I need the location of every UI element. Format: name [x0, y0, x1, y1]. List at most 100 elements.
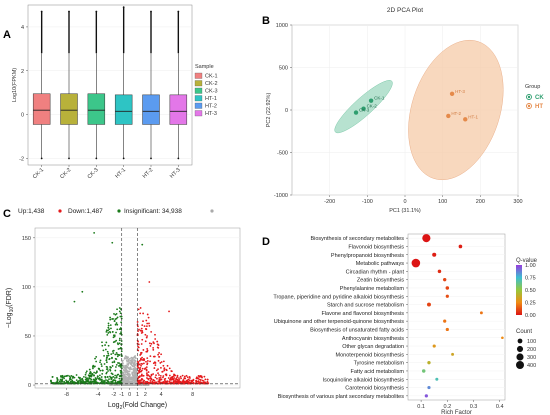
x-tick-label: CK-3 [87, 167, 100, 180]
point-down [107, 352, 110, 355]
legend-label: HT-1 [205, 96, 217, 102]
pathway-point [437, 269, 442, 274]
point-insignificant [132, 369, 135, 372]
point-up [149, 381, 152, 384]
point-insignificant [126, 378, 128, 381]
point-up [142, 362, 145, 365]
point-up [185, 381, 188, 383]
pca-point-label: CK-3 [359, 108, 370, 113]
point-down [115, 364, 118, 366]
point-up [161, 370, 164, 373]
point-up [136, 321, 139, 323]
point-insignificant [132, 363, 135, 366]
point-up [141, 331, 144, 334]
point-up [200, 375, 203, 378]
point-up [157, 368, 159, 371]
x-tick-label: -2 [111, 392, 116, 398]
point-down [92, 382, 95, 385]
point-up [165, 381, 168, 383]
point-down [115, 313, 118, 315]
pca-point-label: HT-3 [455, 89, 465, 94]
pathway-label: Isoquinoline alkaloid biosynthesis [323, 377, 405, 383]
point-up [174, 380, 177, 383]
point-up [168, 382, 170, 385]
y-tick-label: -500 [277, 151, 288, 157]
legend-label-1: Down:1,487 [68, 208, 103, 215]
legend-marker [58, 209, 62, 213]
point-insignificant [125, 382, 127, 384]
point-insignificant [122, 379, 124, 382]
pathway-label: Starch and sucrose metabolism [327, 303, 404, 309]
point-up [158, 374, 160, 376]
point-down [87, 380, 90, 383]
color-legend-tick: 1.00 [525, 263, 536, 269]
size-legend-label: 100 [527, 339, 536, 345]
point-up [141, 378, 144, 381]
point-up [154, 376, 157, 379]
point-up [169, 378, 172, 381]
point-down [109, 331, 112, 334]
point-down [70, 375, 73, 377]
point-down [113, 382, 116, 385]
pathway-point [445, 294, 449, 298]
point-up [144, 380, 147, 383]
point-down [60, 375, 63, 378]
point-insignificant [132, 357, 135, 360]
pathway-label: Flavonoid biosynthesis [348, 244, 404, 250]
point-up [148, 322, 150, 325]
point-down [92, 367, 94, 370]
point-up [139, 366, 142, 369]
point-insignificant [124, 377, 126, 379]
point-down [107, 332, 110, 334]
point-up [162, 381, 165, 383]
point-down [117, 362, 119, 364]
point-down [107, 326, 110, 329]
point-up [138, 328, 140, 331]
point-down [56, 378, 59, 381]
point-up [162, 376, 164, 379]
pathway-label: Ubiquinone and other terpenoid-quinone b… [274, 319, 405, 325]
point-down [78, 377, 81, 380]
y-tick-label: 500 [279, 66, 288, 72]
point-down [114, 323, 117, 326]
point-down [64, 375, 67, 378]
outlier-max [68, 10, 70, 13]
point-insignificant [122, 376, 125, 379]
point-up [150, 342, 153, 345]
point-up [163, 381, 166, 384]
point-up [176, 374, 179, 377]
point-down [71, 377, 74, 379]
point-up [145, 325, 148, 328]
color-legend-tick: 0.00 [525, 313, 536, 319]
point-down [105, 372, 108, 375]
point-down [118, 337, 121, 340]
point-insignificant [134, 368, 137, 370]
point-insignificant [125, 359, 128, 362]
point-up [163, 380, 166, 382]
point-down [115, 339, 118, 342]
point-down [120, 315, 123, 318]
point-up [146, 357, 149, 360]
point-down [115, 375, 118, 377]
point-up [150, 378, 153, 381]
point-down [120, 350, 123, 353]
point-up [186, 376, 189, 379]
point-insignificant [128, 357, 131, 360]
pathway-label: Metabolic pathways [356, 261, 405, 267]
point-down [108, 358, 111, 361]
point-up [160, 361, 163, 363]
point-down [73, 382, 76, 385]
point-down [104, 344, 106, 346]
point-insignificant [123, 378, 126, 381]
pathway-point [445, 327, 449, 332]
point-down [119, 315, 122, 318]
point-insignificant [124, 372, 127, 374]
point-up [154, 338, 157, 340]
point-down [111, 365, 114, 367]
point-up [152, 346, 155, 349]
point-up [172, 381, 175, 384]
point-up [145, 366, 148, 369]
point-insignificant [129, 366, 132, 369]
panel-label-c: C [3, 208, 11, 220]
